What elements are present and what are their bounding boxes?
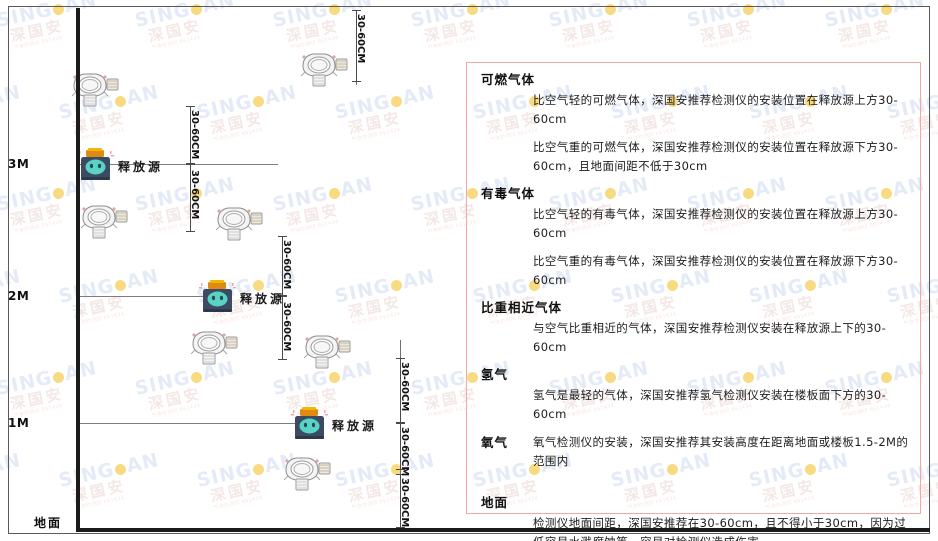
section-paragraph: 比空气重的有毒气体，深国安推荐检测仪的安装位置在释放源下方30-60cm bbox=[533, 254, 899, 287]
ground-label: 地面 bbox=[34, 516, 63, 530]
dimension-label: 30-60CM bbox=[399, 362, 410, 412]
gas-detector-icon bbox=[295, 48, 351, 92]
section-spacer bbox=[481, 480, 911, 494]
section-title: 可燃气体 bbox=[481, 72, 536, 87]
dimension-label: 30-60CM bbox=[399, 427, 410, 477]
release-source-label: 释放源 bbox=[118, 160, 164, 174]
level-label-2m: 2M bbox=[8, 289, 30, 303]
gas-detector-icon bbox=[66, 68, 122, 112]
release-source-label: 释放源 bbox=[240, 292, 286, 306]
section-flammable-gas: 可燃气体 比空气轻的可燃气体，深国安推荐检测仪的安装位置在释放源上方30-60c… bbox=[481, 71, 911, 176]
gas-detector-icon bbox=[75, 200, 131, 244]
level-line-2m bbox=[78, 296, 208, 297]
section-title: 有毒气体 bbox=[481, 186, 536, 201]
dimension-line-top bbox=[352, 10, 361, 82]
level-label-3m: 3M bbox=[8, 157, 30, 171]
release-source-label: 释放源 bbox=[332, 419, 378, 433]
dimension-label: 30-60CM bbox=[281, 240, 292, 290]
info-panel-content: 可燃气体 比空气轻的可燃气体，深国安推荐检测仪的安装位置在释放源上方30-60c… bbox=[481, 71, 911, 541]
dimension-label: 30-60CM bbox=[355, 14, 366, 64]
section-oxygen: 氧气 氧气检测仪的安装，深国安推荐其安装高度在距离地面或楼板1.5-2M的范围内 bbox=[481, 433, 911, 471]
section-title: 地面 bbox=[481, 495, 509, 510]
gas-detector-icon bbox=[210, 202, 266, 246]
level-label-1m: 1M bbox=[8, 416, 30, 430]
section-title: 氢气 bbox=[481, 367, 509, 382]
section-paragraph: 比空气重的可燃气体，深国安推荐检测仪的安装位置在释放源下方30-60cm，且地面… bbox=[533, 140, 899, 173]
gas-detector-icon bbox=[278, 452, 334, 496]
info-panel: 可燃气体 比空气轻的可燃气体，深国安推荐检测仪的安装位置在释放源上方30-60c… bbox=[466, 62, 921, 541]
dimension-label: 30-60CM bbox=[189, 110, 200, 160]
section-paragraph: 检测仪地面间距，深国安推荐在30-60cm，且不得小于30cm，因为过低容易水溅… bbox=[533, 516, 907, 541]
section-ground: 地面 检测仪地面间距，深国安推荐在30-60cm，且不得小于30cm，因为过低容… bbox=[481, 494, 911, 541]
section-title: 比重相近气体 bbox=[481, 300, 563, 315]
section-hydrogen: 氢气 氢气是最轻的气体，深国安推荐氢气检测仪安装在楼板面下方的30-60cm bbox=[481, 366, 911, 424]
vertical-axis bbox=[76, 8, 80, 532]
dimension-line-1m-above bbox=[396, 358, 405, 423]
section-toxic-gas: 有毒气体 比空气轻的有毒气体，深国安推荐检测仪的安装位置在释放源上方30-60c… bbox=[481, 185, 911, 290]
dimension-line-2m-above bbox=[278, 236, 287, 296]
gas-detector-icon bbox=[298, 330, 354, 374]
dimension-label: 30-60CM bbox=[281, 302, 292, 352]
level-line-3m bbox=[78, 164, 278, 165]
section-paragraph: 氧气检测仪的安装，深国安推荐其安装高度在距离地面或楼板1.5-2M的范围内 bbox=[533, 435, 909, 468]
dimension-line-3m-above bbox=[186, 106, 195, 164]
dimension-line-2m-below bbox=[278, 296, 287, 360]
level-line-1m bbox=[78, 423, 300, 424]
gas-detector-icon bbox=[185, 326, 241, 370]
section-paragraph: 与空气比重相近的气体，深国安推荐检测仪安装在释放源上下的30-60cm bbox=[533, 321, 887, 354]
section-paragraph: 比空气轻的可燃气体，深国安推荐检测仪的安装位置在释放源上方30-60cm bbox=[533, 93, 899, 126]
ground-axis-line bbox=[76, 528, 930, 532]
dimension-label: 30-60CM bbox=[189, 170, 200, 220]
section-paragraph: 比空气轻的有毒气体，深国安推荐检测仪的安装位置在释放源上方30-60cm bbox=[533, 207, 899, 240]
section-paragraph: 氢气是最轻的气体，深国安推荐氢气检测仪安装在楼板面下方的30-60cm bbox=[533, 388, 887, 421]
dimension-label: 30-60CM bbox=[399, 478, 410, 528]
section-title: 氧气 bbox=[481, 435, 509, 450]
release-source-icon bbox=[76, 148, 116, 186]
release-source-icon bbox=[198, 280, 238, 318]
release-source-icon bbox=[290, 407, 330, 445]
section-similar-density-gas: 比重相近气体 与空气比重相近的气体，深国安推荐检测仪安装在释放源上下的30-60… bbox=[481, 299, 911, 357]
